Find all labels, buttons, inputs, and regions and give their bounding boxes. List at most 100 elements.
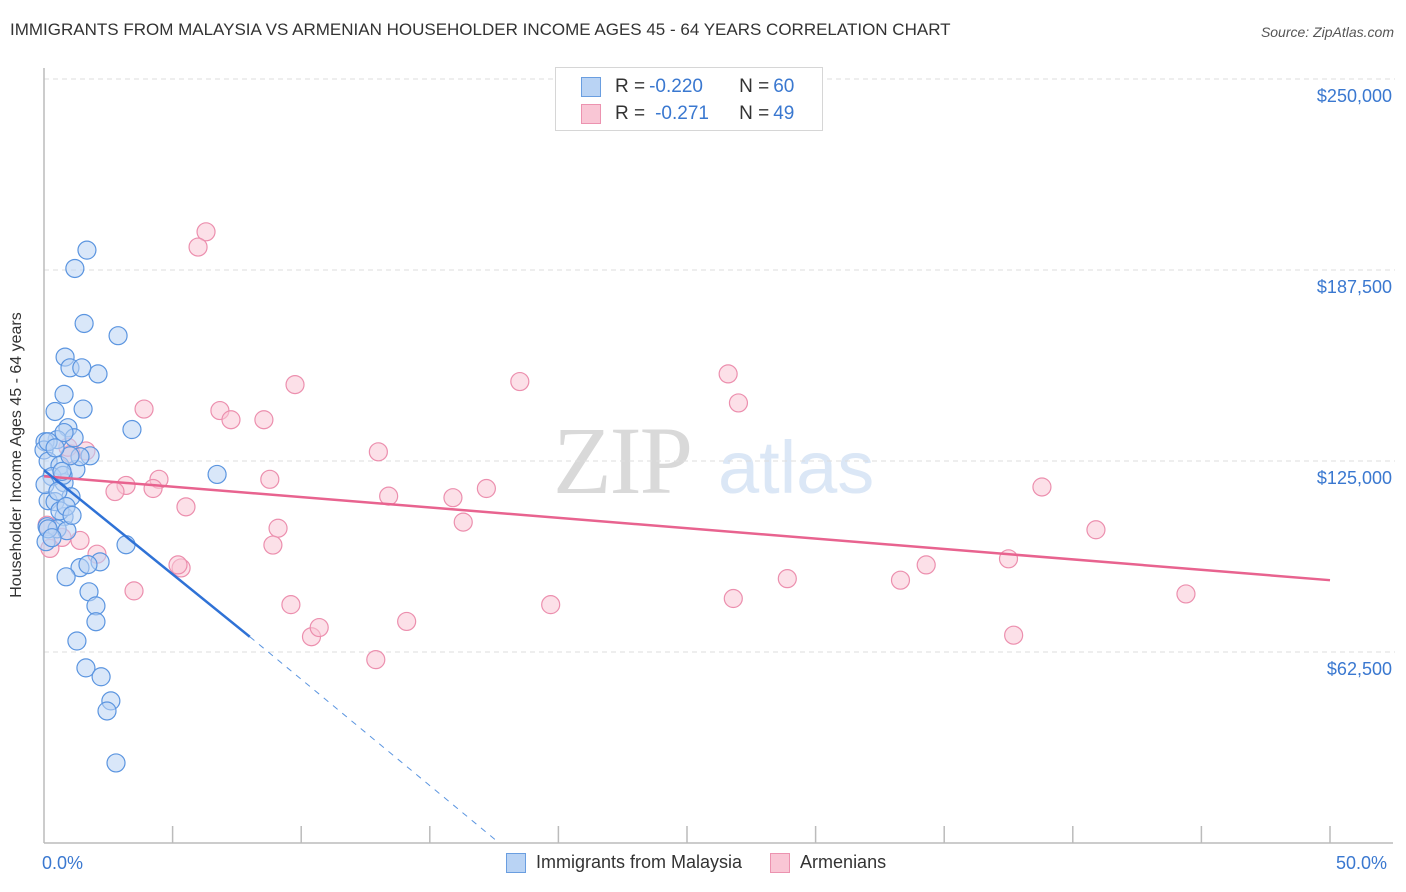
armenians-point [196, 222, 216, 242]
malaysia-point [54, 384, 74, 404]
correlation-legend: R = -0.220 N = 60 R = -0.271 N = 49 [555, 67, 823, 131]
armenians-point [1004, 625, 1024, 645]
legend-item-armenians[interactable]: Armenians [770, 852, 886, 873]
armenians-point [176, 497, 196, 517]
armenians-point [541, 595, 561, 615]
armenians-point [188, 237, 208, 257]
r-value: -0.220 [649, 76, 703, 97]
armenians-point [309, 617, 329, 638]
malaysia-point [45, 438, 65, 458]
armenians-point [143, 478, 163, 499]
malaysia-point [74, 313, 94, 334]
trendlines [43, 469, 1331, 844]
malaysia-point [78, 554, 98, 575]
armenians-point [728, 393, 749, 413]
malaysia-point [108, 326, 128, 346]
armenians-point [443, 488, 463, 508]
malaysia-point [207, 464, 227, 485]
armenians-point [105, 481, 125, 502]
y-tick-125000: $125,000 [1316, 468, 1392, 488]
series-legend: Immigrants from Malaysia Armenians [506, 852, 914, 873]
legend-row-malaysia: R = -0.220 N = 60 [581, 75, 794, 99]
source-label: Source: ZipAtlas.com [1260, 24, 1394, 40]
malaysia-point [42, 528, 62, 548]
armenians-point [254, 410, 274, 430]
malaysia-point [106, 753, 126, 773]
malaysia-trendline-extrapolated [249, 636, 500, 844]
n-value: 49 [773, 103, 795, 124]
armenians-point [777, 569, 797, 589]
r-label: R = [615, 103, 646, 124]
y-tick-250000: $250,000 [1316, 86, 1392, 106]
armenians-point [723, 588, 743, 609]
malaysia-point [97, 701, 117, 721]
malaysia-point [45, 401, 65, 422]
armenians-point [1032, 477, 1052, 497]
malaysia-trendline [43, 469, 251, 638]
armenians-point [268, 518, 288, 538]
y-axis-label: Householder Income Ages 45 - 64 years [8, 312, 25, 598]
malaysia-point [52, 461, 72, 481]
legend-item-malaysia[interactable]: Immigrants from Malaysia [506, 852, 742, 873]
r-label: R = [615, 76, 646, 97]
armenians-point [368, 442, 388, 462]
pink-swatch-icon [770, 852, 791, 873]
armenians-point [366, 650, 386, 670]
armenians-points [37, 222, 1196, 670]
malaysia-point [72, 358, 92, 378]
malaysia-point [67, 631, 87, 651]
malaysia-point [77, 240, 97, 260]
malaysia-point [76, 658, 96, 678]
blue-swatch-icon [506, 852, 526, 873]
armenians-point [718, 364, 738, 384]
armenians-point [285, 375, 305, 395]
malaysia-point [122, 419, 142, 440]
malaysia-point [116, 535, 136, 555]
axes [43, 68, 1393, 844]
malaysia-point [88, 364, 108, 384]
armenians-point [124, 581, 144, 601]
armenians-point [221, 410, 241, 430]
armenians-point [1176, 584, 1196, 604]
armenians-point [890, 570, 911, 590]
legend-label-malaysia: Immigrants from Malaysia [536, 852, 743, 872]
legend-row-armenians: R = -0.271 N = 49 [581, 102, 794, 126]
armenians-point [263, 535, 283, 555]
malaysia-point [65, 258, 85, 279]
armenians-point [476, 478, 496, 499]
armenians-point [134, 399, 154, 419]
pink-swatch-icon [581, 104, 601, 124]
armenians-point [70, 530, 90, 551]
legend-label-armenians: Armenians [800, 852, 887, 872]
malaysia-point [73, 399, 93, 419]
chart-title: IMMIGRANTS FROM MALAYSIA VS ARMENIAN HOU… [10, 20, 951, 39]
malaysia-point [91, 667, 111, 687]
malaysia-point [54, 422, 74, 443]
y-tick-187500: $187,500 [1316, 277, 1392, 297]
armenians-point [168, 555, 188, 575]
x-tick-0: 0.0% [42, 853, 84, 873]
malaysia-point [62, 505, 82, 525]
y-tick-62500: $62,500 [1326, 659, 1392, 679]
n-label: N = [739, 76, 770, 97]
armenians-point [1086, 520, 1106, 540]
watermark-atlas: atlas [718, 426, 875, 509]
gridlines [44, 78, 1395, 653]
armenians-point [453, 512, 473, 532]
malaysia-point [56, 567, 76, 587]
malaysia-point [60, 446, 80, 466]
malaysia-points [34, 240, 227, 773]
armenians-point [281, 595, 301, 615]
malaysia-point [86, 612, 106, 632]
armenians-point [510, 371, 530, 392]
x-tick-50: 50.0% [1336, 853, 1388, 873]
n-value: 60 [773, 76, 795, 97]
armenians-point [397, 611, 417, 632]
armenians-point [260, 469, 280, 489]
armenians-point [916, 555, 936, 575]
r-value: -0.271 [655, 103, 709, 124]
armenians-trendline [43, 475, 1331, 582]
n-label: N = [739, 103, 770, 124]
blue-swatch-icon [581, 77, 601, 97]
